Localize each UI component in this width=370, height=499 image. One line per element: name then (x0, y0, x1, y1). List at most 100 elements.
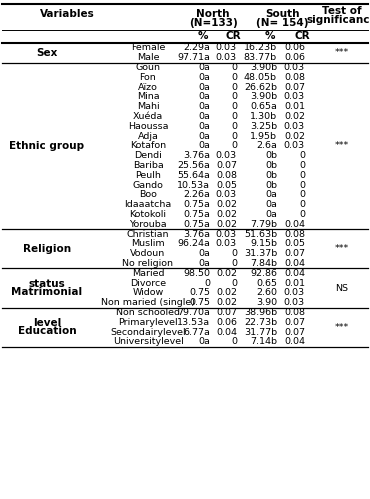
Text: 0.07: 0.07 (284, 249, 305, 258)
Text: 13.53a: 13.53a (177, 318, 210, 327)
Text: 0.06: 0.06 (284, 43, 305, 52)
Text: 0b: 0b (265, 181, 277, 190)
Text: 7.84b: 7.84b (250, 259, 277, 268)
Text: 22.73b: 22.73b (244, 318, 277, 327)
Text: 51.63b: 51.63b (244, 230, 277, 239)
Text: 0.03: 0.03 (216, 240, 237, 249)
Text: 25.56a: 25.56a (177, 161, 210, 170)
Text: 0.02: 0.02 (216, 288, 237, 297)
Text: 0: 0 (231, 102, 237, 111)
Text: CR: CR (294, 31, 310, 41)
Text: 83.77b: 83.77b (244, 53, 277, 62)
Text: 0a: 0a (198, 122, 210, 131)
Text: North: North (196, 9, 230, 19)
Text: 0.75: 0.75 (189, 298, 210, 307)
Text: 1.30b: 1.30b (250, 112, 277, 121)
Text: 0.75: 0.75 (189, 288, 210, 297)
Text: 0.03: 0.03 (284, 288, 305, 297)
Text: 0: 0 (231, 141, 237, 150)
Text: 0.05: 0.05 (216, 181, 237, 190)
Text: 7.14b: 7.14b (250, 337, 277, 346)
Text: 0: 0 (231, 337, 237, 346)
Text: 0.02: 0.02 (284, 132, 305, 141)
Text: 0.65: 0.65 (256, 278, 277, 287)
Text: 0.03: 0.03 (284, 298, 305, 307)
Text: Muslim: Muslim (131, 240, 165, 249)
Text: 0.05: 0.05 (284, 240, 305, 249)
Text: 0.65a: 0.65a (250, 102, 277, 111)
Text: Fon: Fon (139, 73, 157, 82)
Text: Education: Education (18, 326, 76, 336)
Text: 0a: 0a (198, 132, 210, 141)
Text: Sex: Sex (36, 48, 58, 58)
Text: 55.64a: 55.64a (177, 171, 210, 180)
Text: 0.02: 0.02 (216, 200, 237, 209)
Text: ***: *** (335, 141, 349, 150)
Text: Matrimonial: Matrimonial (11, 287, 83, 297)
Text: 1.95b: 1.95b (250, 132, 277, 141)
Text: 0: 0 (204, 278, 210, 287)
Text: 0.08: 0.08 (284, 308, 305, 317)
Text: 2.29a: 2.29a (183, 43, 210, 52)
Text: 0: 0 (231, 83, 237, 92)
Text: 0: 0 (231, 63, 237, 72)
Text: 0b: 0b (265, 171, 277, 180)
Text: 0.06: 0.06 (284, 53, 305, 62)
Text: Xuéda: Xuéda (133, 112, 163, 121)
Text: Non schooled: Non schooled (116, 308, 180, 317)
Text: 0.75a: 0.75a (183, 220, 210, 229)
Text: 0.02: 0.02 (216, 269, 237, 278)
Text: Secondairylevel: Secondairylevel (110, 328, 186, 337)
Text: Goun: Goun (135, 63, 161, 72)
Text: 0: 0 (231, 259, 237, 268)
Text: Haoussa: Haoussa (128, 122, 168, 131)
Text: NS: NS (336, 283, 349, 292)
Text: Kotokoli: Kotokoli (130, 210, 166, 219)
Text: 0a: 0a (265, 210, 277, 219)
Text: 16.23b: 16.23b (244, 43, 277, 52)
Text: 97.71a: 97.71a (177, 53, 210, 62)
Text: 0.03: 0.03 (284, 122, 305, 131)
Text: 0a: 0a (198, 249, 210, 258)
Text: 3.76a: 3.76a (183, 151, 210, 160)
Text: 0.01: 0.01 (284, 102, 305, 111)
Text: 0.03: 0.03 (216, 151, 237, 160)
Text: %: % (265, 31, 275, 41)
Text: 0.03: 0.03 (284, 92, 305, 101)
Text: (N= 154): (N= 154) (256, 18, 308, 28)
Text: 0a: 0a (198, 259, 210, 268)
Text: Primarylevel: Primarylevel (118, 318, 178, 327)
Text: 2.60: 2.60 (256, 288, 277, 297)
Text: 9.15b: 9.15b (250, 240, 277, 249)
Text: Widow: Widow (132, 288, 164, 297)
Text: Idaaatcha: Idaaatcha (124, 200, 172, 209)
Text: Non maried (single): Non maried (single) (101, 298, 195, 307)
Text: 0.75a: 0.75a (183, 210, 210, 219)
Text: CR: CR (225, 31, 241, 41)
Text: 0.03: 0.03 (216, 191, 237, 200)
Text: 0: 0 (231, 112, 237, 121)
Text: 3.25b: 3.25b (250, 122, 277, 131)
Text: Yorouba: Yorouba (129, 220, 167, 229)
Text: 0.01: 0.01 (284, 278, 305, 287)
Text: 0.06: 0.06 (216, 318, 237, 327)
Text: 0a: 0a (198, 141, 210, 150)
Text: ***: *** (335, 323, 349, 332)
Text: Aïzo: Aïzo (138, 83, 158, 92)
Text: 0: 0 (231, 122, 237, 131)
Text: Divorce: Divorce (130, 278, 166, 287)
Text: Gando: Gando (132, 181, 164, 190)
Text: 0.03: 0.03 (284, 141, 305, 150)
Text: 79.70a: 79.70a (177, 308, 210, 317)
Text: 0.04: 0.04 (216, 328, 237, 337)
Text: Dendi: Dendi (134, 151, 162, 160)
Text: 0a: 0a (198, 63, 210, 72)
Text: 31.77b: 31.77b (244, 328, 277, 337)
Text: 0.75a: 0.75a (183, 200, 210, 209)
Text: 0.02: 0.02 (216, 220, 237, 229)
Text: 0.03: 0.03 (216, 53, 237, 62)
Text: 0a: 0a (265, 191, 277, 200)
Text: (N=133): (N=133) (189, 18, 238, 28)
Text: 0.03: 0.03 (216, 230, 237, 239)
Text: Kotafon: Kotafon (130, 141, 166, 150)
